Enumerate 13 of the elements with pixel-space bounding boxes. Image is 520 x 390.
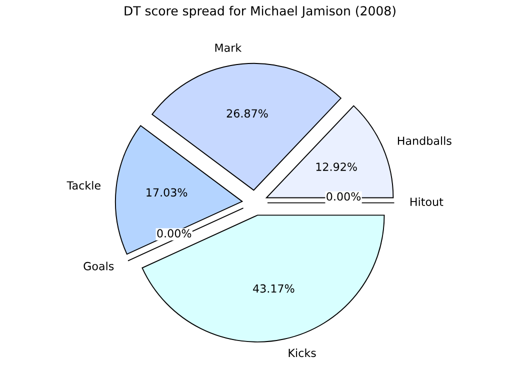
slice-label: Tackle [66, 181, 100, 190]
slice-label: Mark [215, 43, 242, 52]
data-label: 43.17% [253, 284, 294, 293]
text: 0.00% [326, 192, 361, 201]
chart-title: DT score spread for Michael Jamison (2008) [124, 6, 396, 18]
text: 0.00% [157, 229, 192, 238]
data-label: 17.03% [146, 188, 188, 197]
category-label: Hitout [410, 197, 444, 206]
slice-label: Kicks [288, 348, 316, 358]
data-label: 12.92% [316, 162, 357, 171]
category-label: Goals [84, 262, 114, 270]
data-label: 26.87% [226, 109, 268, 118]
slice-label: Handballs [398, 136, 452, 145]
